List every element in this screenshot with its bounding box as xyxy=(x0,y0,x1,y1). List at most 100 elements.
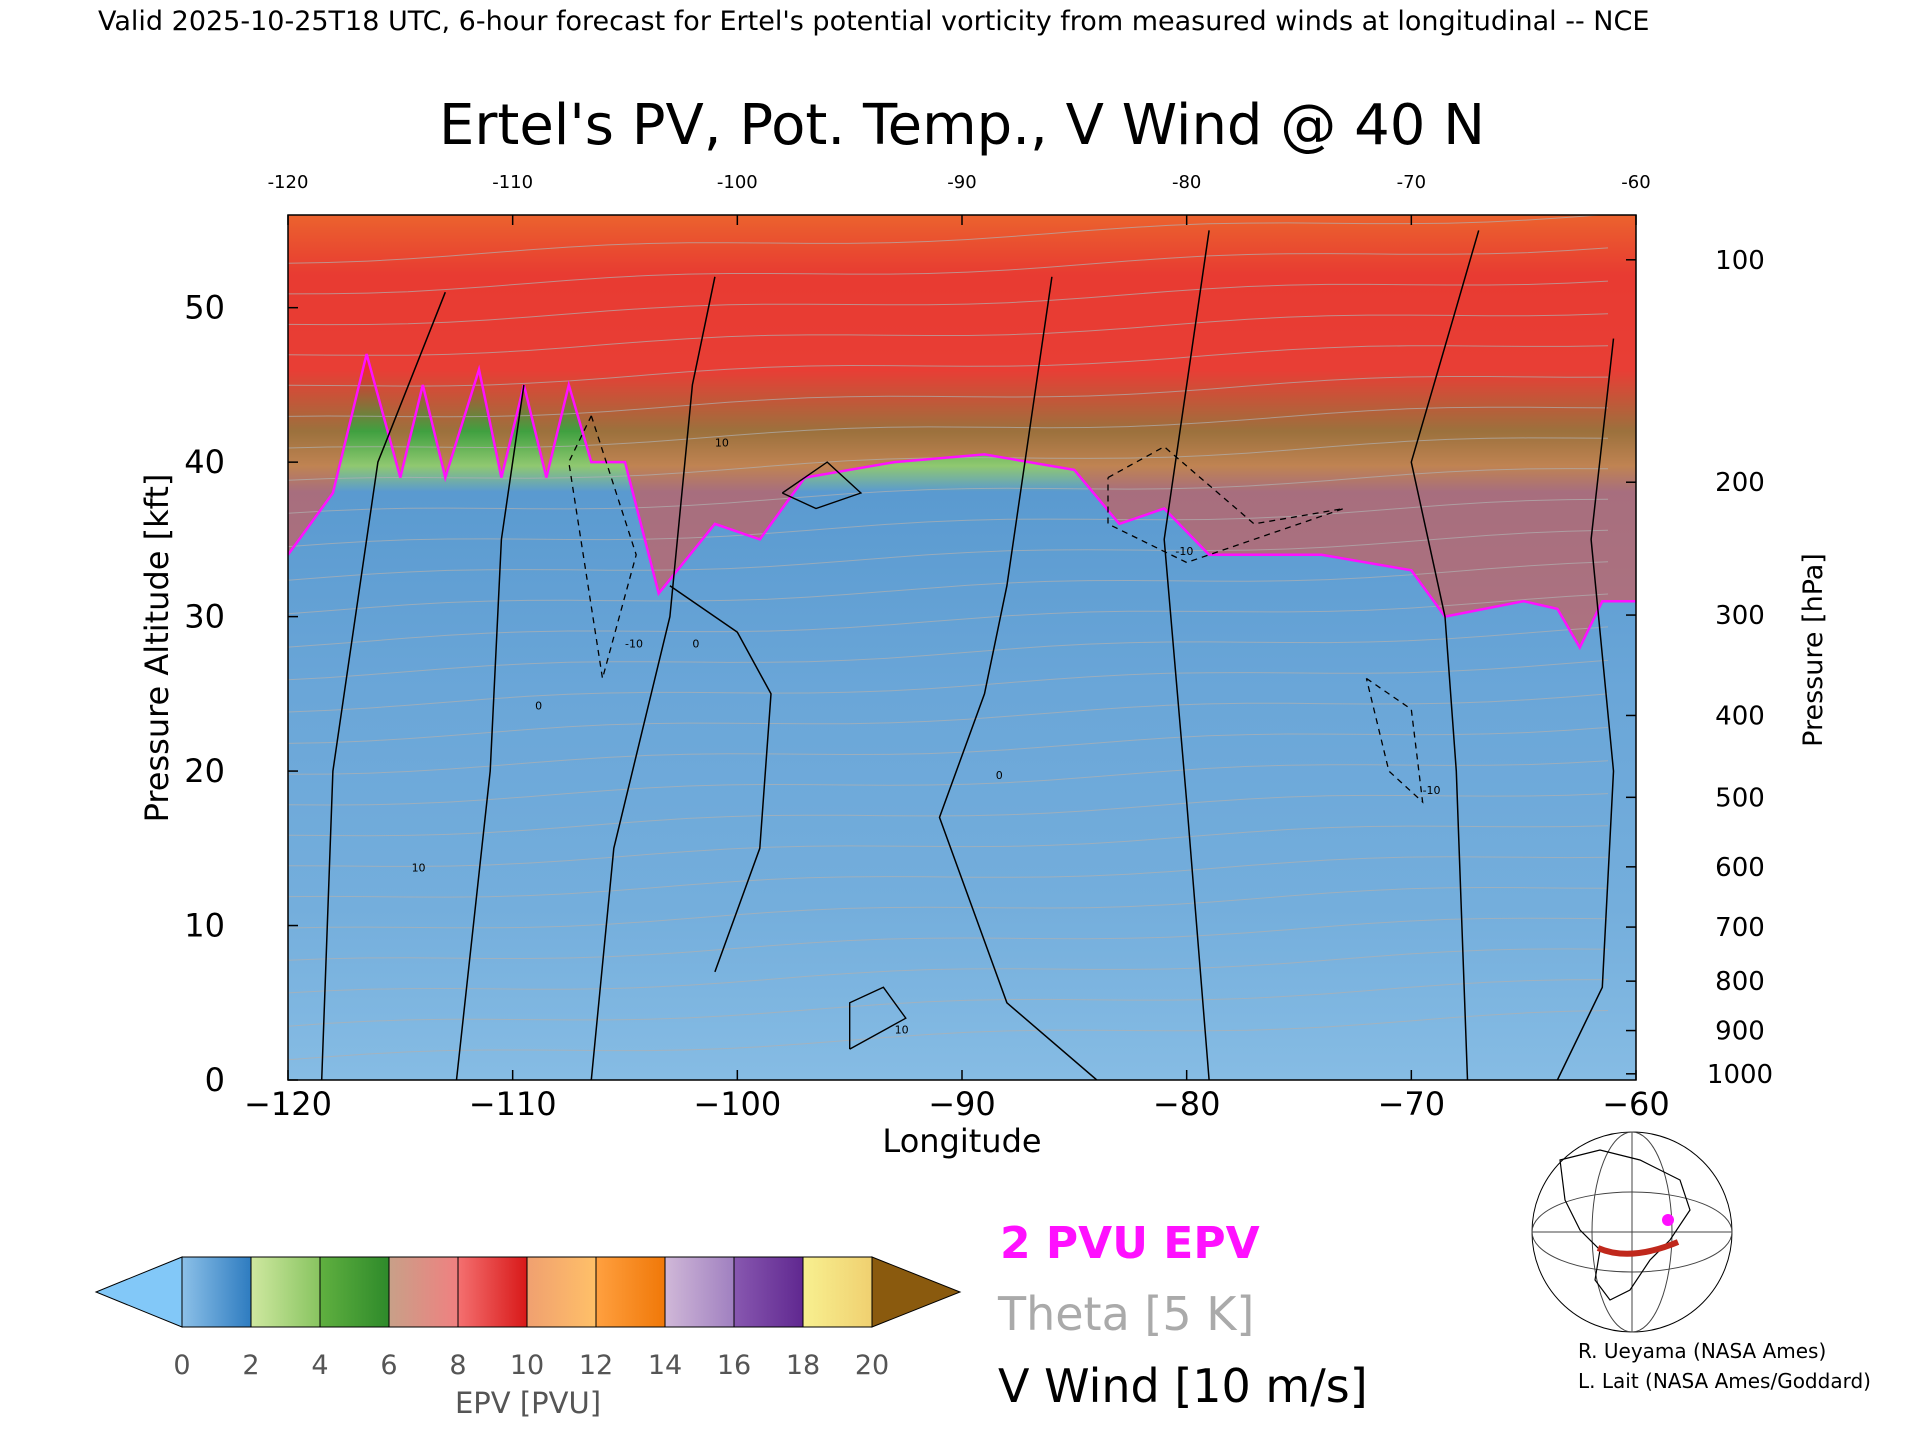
theta-contour-line xyxy=(288,659,1609,713)
contour-label: 0 xyxy=(535,699,542,712)
y-axis-label: Pressure Altitude [kft] xyxy=(138,474,176,823)
vwind-neg10-contour xyxy=(1365,677,1424,804)
x-tick-label: −120 xyxy=(244,1085,332,1123)
theta-contour-line xyxy=(288,917,1609,961)
colorbar-tick-label: 20 xyxy=(855,1350,889,1381)
vwind-zero-contour xyxy=(1163,230,1210,1080)
colorbar-segment xyxy=(457,1256,528,1328)
colorbar-tick-label: 14 xyxy=(648,1350,682,1381)
colorbar-segment xyxy=(733,1256,804,1328)
x-top-tick-label: -80 xyxy=(1172,172,1201,193)
theta-contour-line xyxy=(288,313,1609,356)
theta-contour-line xyxy=(288,825,1609,867)
theta-contour-line xyxy=(288,979,1609,1027)
y-tick-label: 10 xyxy=(184,907,225,945)
vwind-zero-contour xyxy=(1556,338,1615,1080)
x-tick-label: −100 xyxy=(693,1085,781,1123)
x-top-tick-label: -100 xyxy=(717,172,758,193)
vwind-zero-contour xyxy=(590,276,716,1080)
theta-contour-line xyxy=(288,468,1609,514)
credit-2: L. Lait (NASA Ames/Goddard) xyxy=(1578,1369,1871,1393)
colorbar-tick-label: 6 xyxy=(380,1350,397,1381)
colorbar-tick-label: 4 xyxy=(311,1350,328,1381)
x-axis-label: Longitude xyxy=(882,1122,1041,1160)
vwind-neg10-contour xyxy=(568,415,637,679)
x-tick-label: −70 xyxy=(1378,1085,1446,1123)
theta-contour-line xyxy=(288,345,1609,387)
colorbar-tick-label: 2 xyxy=(242,1350,259,1381)
colorbar-tick-label: 8 xyxy=(449,1350,466,1381)
pressure-tick-label: 200 xyxy=(1715,468,1765,498)
inset-map-continent xyxy=(1559,1149,1691,1301)
contour-label: 0 xyxy=(996,769,1003,782)
legend-epv: 2 PVU EPV xyxy=(1000,1218,1260,1269)
theta-contour-line xyxy=(288,498,1609,548)
pressure-tick-label: 1000 xyxy=(1707,1060,1773,1090)
contour-label: 0 xyxy=(692,638,699,651)
theta-contour-line xyxy=(288,215,1606,264)
theta-contour-line xyxy=(288,626,1609,681)
inset-map xyxy=(1531,1131,1733,1333)
contour-label: -10 xyxy=(625,638,643,651)
y2-axis-label: Pressure [hPa] xyxy=(1798,553,1829,747)
vwind-zero-contour xyxy=(455,384,525,1080)
vwind-zero-contour xyxy=(320,291,446,1080)
colorbar-tick-label: 16 xyxy=(717,1350,751,1381)
contour-label: -10 xyxy=(1423,784,1441,797)
y-tick-label: 40 xyxy=(184,443,225,481)
vwind-zero-contour xyxy=(1410,230,1480,1080)
pressure-tick-label: 700 xyxy=(1715,913,1765,943)
colorbar-segment xyxy=(250,1256,321,1328)
colorbar-segment xyxy=(181,1256,252,1328)
x-axis-top: -120 -110 -100 -90 -80 -70 -60 xyxy=(268,172,1651,225)
y-tick-label: 20 xyxy=(184,752,225,790)
x-axis: −120 −110 −100 −90 −80 −70 −60 xyxy=(244,1070,1670,1123)
pressure-tick-label: 800 xyxy=(1715,967,1765,997)
pressure-tick-label: 500 xyxy=(1715,783,1765,813)
colorbar: 0 2 4 6 8 10 12 14 16 18 20 xyxy=(94,1256,962,1381)
pressure-tick-label: 400 xyxy=(1715,701,1765,731)
pressure-tick-label: 900 xyxy=(1715,1017,1765,1047)
pressure-tick-label: 600 xyxy=(1715,853,1765,883)
y-tick-label: 30 xyxy=(184,598,225,636)
theta-contour-line xyxy=(288,280,1609,326)
stratosphere-region xyxy=(288,215,1636,648)
inset-map-marker xyxy=(1662,1214,1674,1226)
plot-area: 0 0 10 -10 0 -10 -10 10 10 xyxy=(288,215,1636,1080)
colorbar-segment xyxy=(664,1256,735,1328)
theta-contour-line xyxy=(288,593,1609,648)
colorbar-under-arrow xyxy=(94,1256,183,1328)
y-tick-label: 50 xyxy=(184,289,225,327)
vwind-contours xyxy=(320,230,1615,1080)
theta-contour-line xyxy=(288,726,1609,775)
contour-labels: 0 0 10 -10 0 -10 -10 10 10 xyxy=(412,437,1441,1037)
legend: 2 PVU EPV Theta [5 K] V Wind [10 m/s] xyxy=(997,1218,1368,1413)
x-top-tick-label: -110 xyxy=(492,172,533,193)
chart-title: Ertel's PV, Pot. Temp., V Wind @ 40 N xyxy=(439,93,1485,158)
x-top-tick-label: -120 xyxy=(268,172,309,193)
theta-contour-line xyxy=(288,856,1609,898)
theta-contour-line xyxy=(288,376,1609,418)
colorbar-segment xyxy=(388,1256,459,1328)
contour-label: 10 xyxy=(715,437,729,450)
colorbar-segment xyxy=(802,1256,873,1328)
x-tick-label: −110 xyxy=(469,1085,557,1123)
vwind-zero-contour xyxy=(669,585,772,973)
theta-contour-line xyxy=(288,886,1609,929)
colorbar-tick-label: 0 xyxy=(173,1350,190,1381)
x-top-tick-label: -90 xyxy=(947,172,976,193)
contour-label: 10 xyxy=(412,861,426,874)
theta-contour-line xyxy=(288,561,1609,615)
vwind-pos10-contour xyxy=(781,461,863,510)
colorbar-tick-label: 10 xyxy=(510,1350,544,1381)
contour-label: 10 xyxy=(895,1024,909,1037)
theta-contour-line xyxy=(288,793,1609,837)
y-tick-label: 0 xyxy=(205,1061,225,1099)
theta-contour-line xyxy=(288,247,1609,295)
x-tick-label: −60 xyxy=(1602,1085,1670,1123)
y-axis-left: 0 10 20 30 40 50 xyxy=(184,289,298,1099)
contour-label: -10 xyxy=(1175,545,1193,558)
theta-contour-line xyxy=(288,948,1609,994)
inset-map-section-line xyxy=(1596,1239,1680,1257)
